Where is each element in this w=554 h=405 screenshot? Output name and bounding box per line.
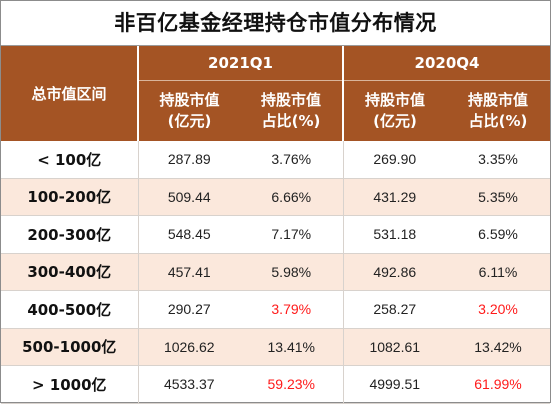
table-row: 100-200亿 509.44 6.66% 431.29 5.35% <box>1 178 550 216</box>
q1-value-cell: 4533.37 <box>138 365 240 404</box>
header-row-periods: 总市值区间 2021Q1 2020Q4 <box>1 46 550 141</box>
data-table: 总市值区间 2021Q1 2020Q4 持股市值 (亿元) 持股市值 占比(%)… <box>1 46 550 404</box>
q1-value-cell: 1026.62 <box>138 328 240 366</box>
q4-ratio-cell: 5.35% <box>446 178 550 216</box>
q4-value-cell: 431.29 <box>342 178 446 216</box>
range-cell: > 1000亿 <box>1 365 139 404</box>
table-title: 非百亿基金经理持仓市值分布情况 <box>1 1 550 46</box>
q1-ratio-header: 持股市值 占比(%) <box>240 80 343 141</box>
q4-ratio-cell: 3.35% <box>446 141 550 179</box>
range-cell: 400-500亿 <box>1 290 139 329</box>
q4-ratio-cell: 61.99% <box>446 365 550 404</box>
table-row: 300-400亿 457.41 5.98% 492.86 6.11% <box>1 253 550 291</box>
header-row-metrics: 持股市值 (亿元) 持股市值 占比(%) 持股市值 (亿元) 持股市值 占比(%… <box>1 80 550 141</box>
range-cell: 300-400亿 <box>1 253 139 291</box>
q4-value-cell: 1082.61 <box>342 328 446 366</box>
q4-ratio-cell: 6.11% <box>446 253 550 291</box>
q4-ratio-cell: 13.42% <box>446 328 550 366</box>
q1-value-cell: 287.89 <box>138 141 240 179</box>
range-cell: 200-300亿 <box>1 215 139 254</box>
q1-ratio-header-line1: 持股市值 <box>260 91 321 109</box>
q4-ratio-header-line1: 持股市值 <box>467 91 528 109</box>
q1-value-header-line2: (亿元) <box>167 112 212 130</box>
q1-ratio-cell: 59.23% <box>240 365 343 404</box>
q1-value-header: 持股市值 (亿元) <box>138 80 240 141</box>
q1-ratio-cell: 7.17% <box>240 215 343 254</box>
table-row: 200-300亿 548.45 7.17% 531.18 6.59% <box>1 215 550 254</box>
q1-value-header-line1: 持股市值 <box>159 91 220 109</box>
q1-ratio-cell: 13.41% <box>240 328 343 366</box>
range-cell: 500-1000亿 <box>1 328 139 366</box>
q1-value-cell: 509.44 <box>138 178 240 216</box>
period-header-2021q1: 2021Q1 <box>138 46 343 81</box>
q4-ratio-header-line2: 占比(%) <box>468 112 528 130</box>
q4-value-cell: 4999.51 <box>342 365 446 404</box>
q1-value-cell: 290.27 <box>138 290 240 329</box>
period-header-2020q4: 2020Q4 <box>342 46 550 81</box>
q1-ratio-cell: 3.79% <box>240 290 343 329</box>
q4-value-cell: 531.18 <box>342 215 446 254</box>
range-cell: 100-200亿 <box>1 178 139 216</box>
q4-value-cell: 269.90 <box>342 141 446 179</box>
q4-value-cell: 258.27 <box>342 290 446 329</box>
table-row: 500-1000亿 1026.62 13.41% 1082.61 13.42% <box>1 328 550 366</box>
table-row: 400-500亿 290.27 3.79% 258.27 3.20% <box>1 290 550 329</box>
q4-ratio-header: 持股市值 占比(%) <box>446 80 550 141</box>
range-column-header: 总市值区间 <box>1 46 139 141</box>
q4-value-header-line2: (亿元) <box>373 112 417 130</box>
q4-value-cell: 492.86 <box>342 253 446 291</box>
q1-ratio-cell: 3.76% <box>240 141 343 179</box>
q1-value-cell: 457.41 <box>138 253 240 291</box>
range-cell: < 100亿 <box>1 141 139 179</box>
table-row: > 1000亿 4533.37 59.23% 4999.51 61.99% <box>1 365 550 404</box>
q4-value-header-line1: 持股市值 <box>364 91 425 109</box>
q1-value-cell: 548.45 <box>138 215 240 254</box>
q1-ratio-cell: 6.66% <box>240 178 343 216</box>
q1-ratio-cell: 5.98% <box>240 253 343 291</box>
q4-ratio-cell: 3.20% <box>446 290 550 329</box>
table-row: < 100亿 287.89 3.76% 269.90 3.35% <box>1 141 550 179</box>
q1-ratio-header-line2: 占比(%) <box>261 112 321 130</box>
q4-value-header: 持股市值 (亿元) <box>342 80 446 141</box>
q4-ratio-cell: 6.59% <box>446 215 550 254</box>
